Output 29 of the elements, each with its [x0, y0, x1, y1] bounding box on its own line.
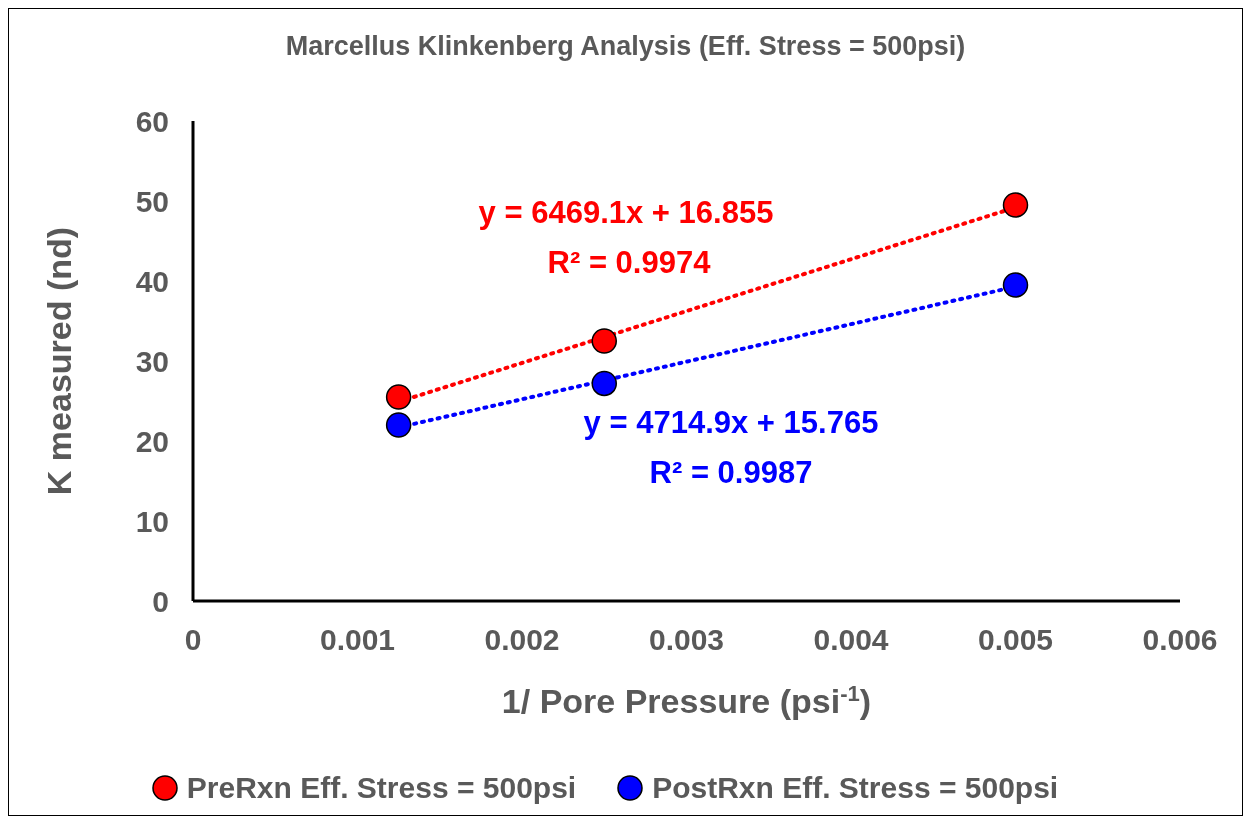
y-tick-label: 50: [135, 184, 169, 218]
x-tick-label: 0.002: [484, 623, 560, 657]
chart-title: Marcellus Klinkenberg Analysis (Eff. Stress = 500psi): [284, 31, 967, 62]
point: [1002, 192, 1029, 218]
legend-label: PostRxn Eff. Stress = 500psi: [652, 771, 1059, 805]
point: [1002, 272, 1029, 298]
y-tick-label: 40: [135, 264, 169, 298]
y-tick-label: 10: [135, 504, 169, 538]
y-tick-label: 30: [135, 344, 169, 378]
point: [385, 412, 412, 438]
point: [591, 328, 617, 354]
y-tick-label: 60: [135, 104, 169, 138]
x-tick-label: 0.005: [977, 623, 1054, 657]
y-axis-title: K measured (nd): [40, 226, 79, 496]
x-tick-label: 0.001: [319, 623, 396, 657]
x-tick-label: 0.006: [1142, 623, 1218, 657]
annotation: R² = 0.9987: [649, 455, 813, 491]
x-axis-title: 1/ Pore Pressure (psi$^{-1}$): [501, 680, 872, 720]
x-tick-label: 0: [184, 623, 202, 657]
x-tick-label: 0.004: [813, 623, 889, 657]
x-tick-label: 0.003: [648, 623, 725, 657]
y-tick-label: 20: [135, 424, 169, 458]
point: [385, 384, 412, 410]
point: [591, 370, 617, 397]
annotation: y = 4714.9x + 15.765: [583, 405, 879, 441]
annotation: y = 6469.1x + 16.855: [478, 195, 774, 231]
legend-label: PreRxn Eff. Stress = 500psi: [186, 771, 577, 805]
y-tick-label: 0: [152, 584, 169, 618]
annotation: R² = 0.9974: [547, 245, 711, 281]
